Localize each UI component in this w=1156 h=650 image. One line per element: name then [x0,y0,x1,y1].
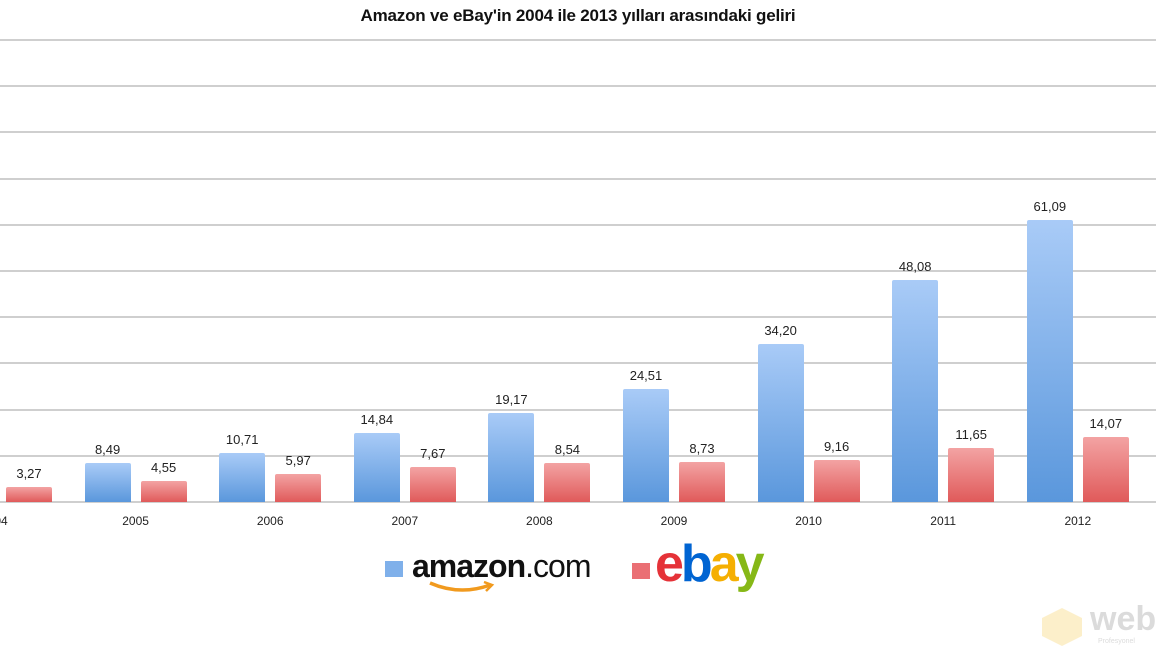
value-label: 10,71 [225,431,259,447]
value-label: 9,16 [823,438,850,454]
ebay-bar-2010 [813,459,860,502]
ebay-logo-b: b [680,535,713,593]
value-label: 48,08 [898,258,932,274]
value-label: 7,67 [420,445,446,461]
gridline [0,408,1156,411]
amazon-logo-text: amazon [412,548,526,584]
value-label: 8,54 [554,441,581,457]
amazon-bar-2006 [219,452,266,502]
amazon-smile-arrow-icon [429,580,495,592]
gridline [0,270,1156,272]
amazon-bar-2009 [623,388,669,502]
ebay-bar-2007 [409,466,456,502]
chart-title: Amazon ve eBay'in 2004 ile 2013 yılları … [360,6,796,25]
ebay-bar-2005 [140,480,187,502]
value-label: 24,51 [629,367,663,383]
legend-swatch-amazon [385,561,403,577]
value-label: 8,73 [689,440,715,456]
value-label: 5,97 [285,453,311,469]
value-label: 61,09 [1033,198,1067,214]
ebay-bar-2006 [275,474,322,502]
amazon-bar-2012 [1026,219,1073,502]
value-label: 19,17 [495,392,528,408]
x-tick-label: 04 [0,514,8,528]
x-tick-label: 2008 [526,514,553,528]
ebay-logo-y: y [735,535,765,593]
cube-logo-icon [1042,608,1082,646]
ebay-bar-2004 [6,486,52,502]
value-label: 14,07 [1089,415,1123,431]
ebay-logo: ebay [655,534,765,594]
gridline [0,223,1156,226]
ebay-bar-2008 [544,462,591,502]
x-tick-label: 2007 [391,514,419,528]
watermark-subtext: Profesyonel [1098,638,1135,645]
value-label: 3,27 [16,465,42,481]
gridline [0,85,1156,88]
x-tick-label: 2012 [1064,514,1092,528]
ebay-bar-2012 [1082,436,1129,502]
ebay-bar-2009 [679,461,725,502]
gridline [0,362,1156,365]
amazon-bar-2008 [488,413,535,502]
gridline [0,454,1156,457]
gridline [0,131,1156,134]
x-tick-label: 2005 [122,514,149,528]
watermark-text: web [1090,600,1156,638]
legend-swatch-ebay [632,563,650,579]
ebay-logo-e: e [655,535,684,593]
value-label: 4,55 [150,459,177,475]
gridline [0,316,1156,319]
value-label: 34,20 [764,322,797,338]
amazon-bar-2010 [757,343,804,502]
amazon-logo: amazon.com [412,548,591,585]
x-tick-label: 2011 [930,514,957,528]
ebay-logo-a: a [709,535,739,593]
value-label: 14,84 [360,412,394,428]
amazon-logo-suffix: .com [525,548,591,584]
amazon-bar-2007 [353,433,400,502]
x-tick-label: 2010 [795,514,822,528]
x-tick-label: 2009 [660,514,688,528]
amazon-bar-2005 [84,462,131,502]
gridline [0,501,1156,503]
amazon-bar-2011 [892,279,939,502]
gridline [0,39,1156,41]
gridline [0,177,1156,180]
ebay-bar-2011 [948,448,995,502]
x-tick-label: 2006 [256,514,284,528]
value-label: 8,49 [94,441,121,457]
value-label: 11,65 [955,427,987,443]
